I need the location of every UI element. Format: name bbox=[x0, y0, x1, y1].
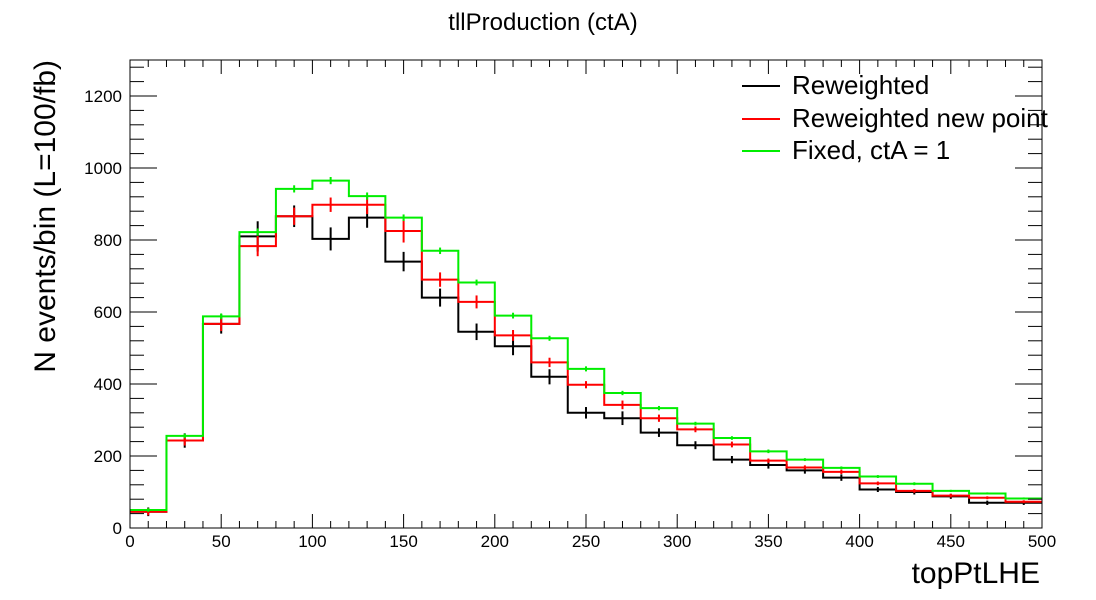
x-tick-label: 150 bbox=[389, 532, 417, 551]
x-tick-label: 350 bbox=[754, 532, 782, 551]
y-tick-label: 200 bbox=[94, 447, 122, 466]
x-tick-label: 50 bbox=[212, 532, 231, 551]
y-tick-label: 800 bbox=[94, 231, 122, 250]
x-tick-label: 500 bbox=[1028, 532, 1056, 551]
chart-title: tllProduction (ctA) bbox=[448, 9, 637, 36]
x-tick-label: 200 bbox=[481, 532, 509, 551]
axis-layer: 0 50 100 150 200 250 300 350 400 450 500 0 200 400 600… bbox=[84, 60, 1056, 551]
series-layer bbox=[130, 177, 1042, 517]
y-axis-label: N events/bin (L=100/fb) bbox=[29, 60, 62, 373]
legend-label: Fixed, ctA = 1 bbox=[792, 135, 950, 165]
x-axis-label: topPtLHE bbox=[912, 557, 1040, 590]
series-1 bbox=[130, 205, 1042, 517]
x-tick-label: 400 bbox=[845, 532, 873, 551]
series-2 bbox=[130, 195, 1042, 516]
series-3 bbox=[130, 177, 1042, 512]
series-1-step-line bbox=[130, 215, 1042, 513]
y-tick-label: 400 bbox=[94, 375, 122, 394]
series-3-step-line bbox=[130, 179, 1042, 511]
y-tick-label: 600 bbox=[94, 303, 122, 322]
x-tick-label: 100 bbox=[298, 532, 326, 551]
y-tick-label: 0 bbox=[113, 519, 122, 538]
x-tick-label: 0 bbox=[125, 532, 134, 551]
series-2-step-line bbox=[130, 203, 1042, 513]
legend-label: Reweighted bbox=[792, 70, 929, 100]
y-tick-label: 1200 bbox=[84, 87, 122, 106]
y-tick-label: 1000 bbox=[84, 159, 122, 178]
x-tick-label: 450 bbox=[937, 532, 965, 551]
legend-label: Reweighted new point bbox=[792, 103, 1049, 133]
x-tick-label: 300 bbox=[663, 532, 691, 551]
x-tick-label: 250 bbox=[572, 532, 600, 551]
